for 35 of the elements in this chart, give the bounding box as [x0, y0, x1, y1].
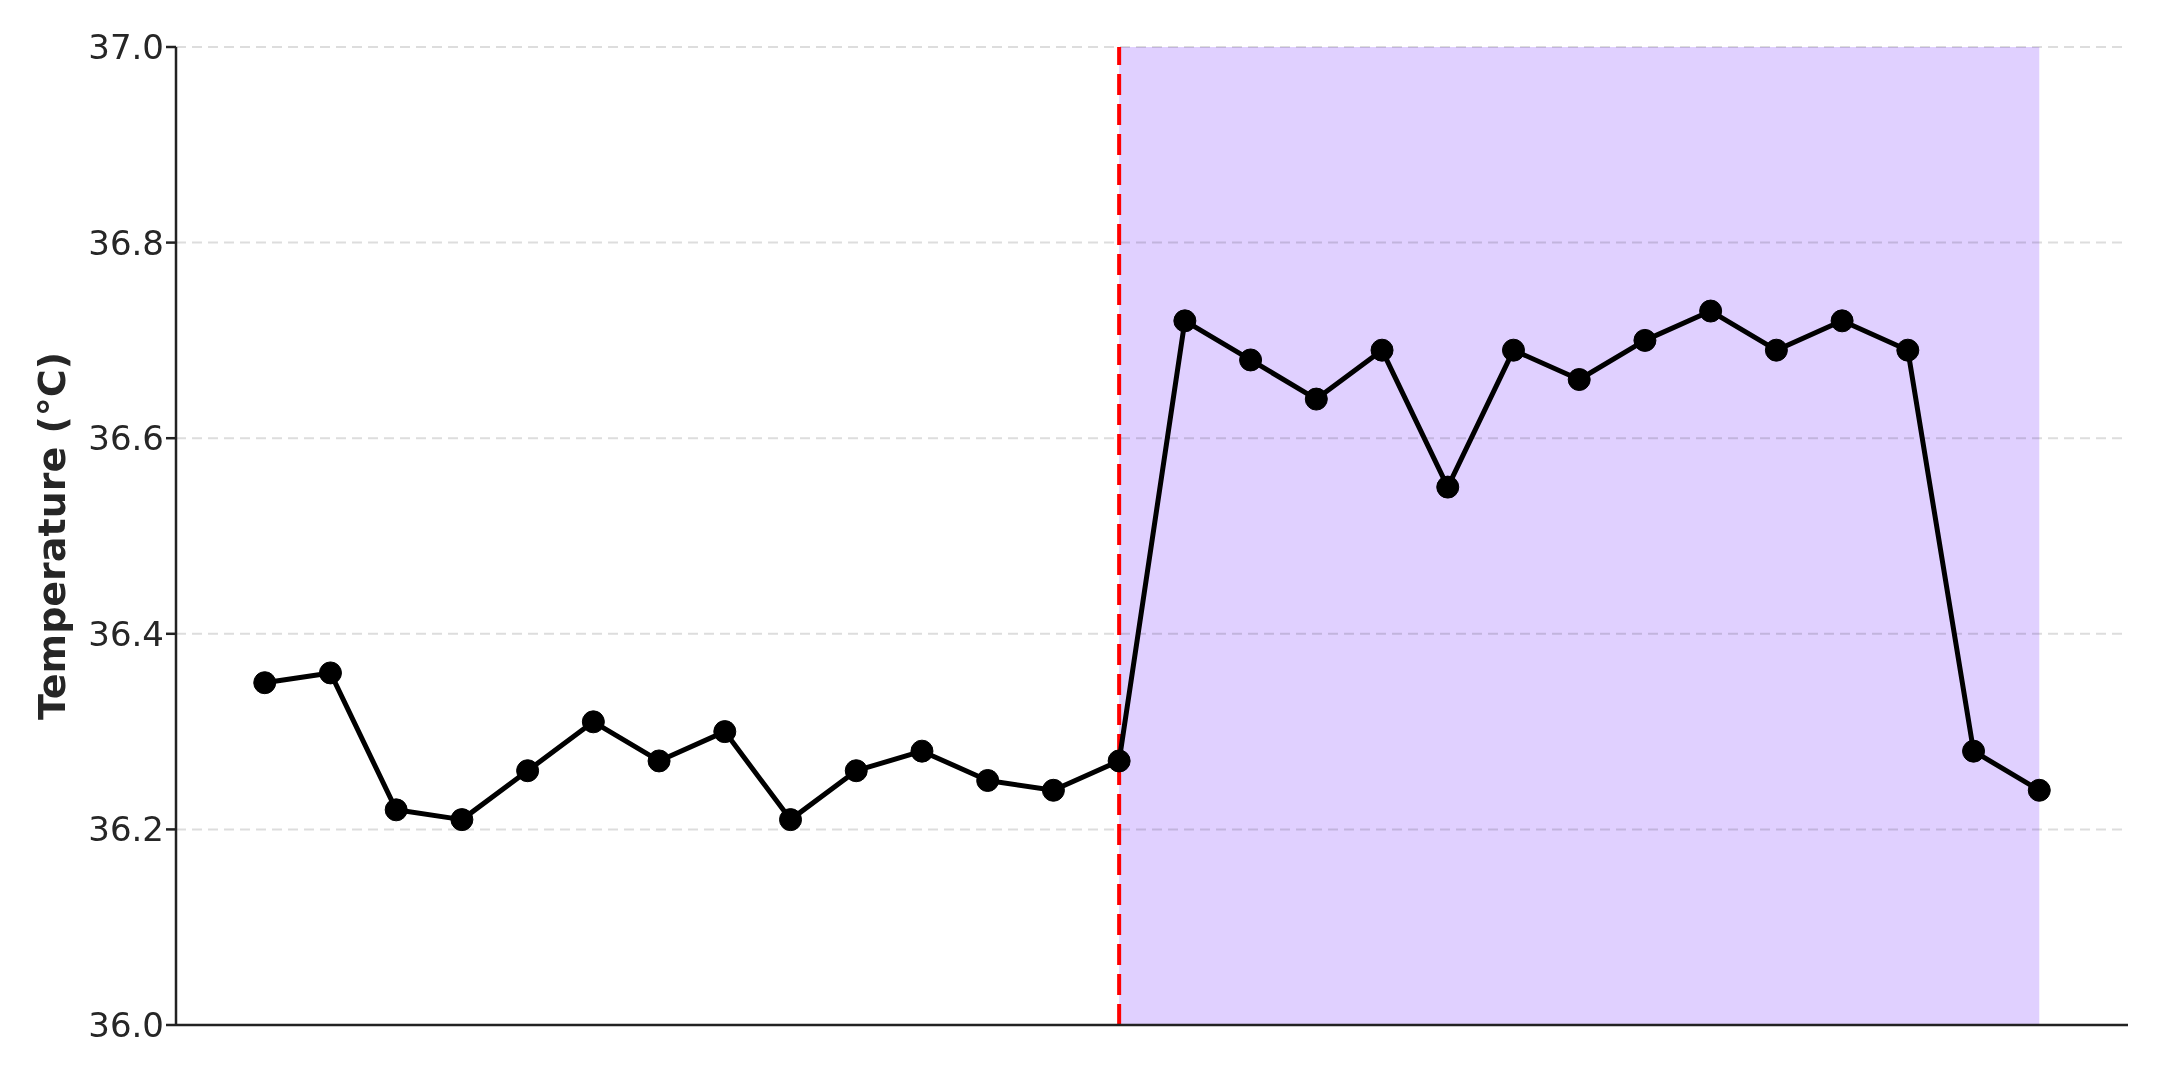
point	[450, 808, 474, 832]
point	[1830, 309, 1854, 333]
point	[1041, 778, 1065, 802]
y-tick-label: 36.0	[88, 1005, 164, 1046]
point	[1962, 739, 1986, 763]
point	[1633, 328, 1657, 352]
point	[516, 759, 540, 783]
y-tick-label: 36.8	[88, 222, 164, 263]
point	[1501, 338, 1525, 362]
point	[1304, 387, 1328, 411]
point	[1107, 749, 1131, 773]
y-tick-label: 37.0	[88, 27, 164, 68]
point	[647, 749, 671, 773]
point	[1896, 338, 1920, 362]
point	[1173, 309, 1197, 333]
point	[976, 769, 1000, 792]
point	[779, 808, 803, 832]
point	[581, 710, 605, 734]
point	[910, 739, 934, 763]
point	[844, 759, 868, 783]
y-tick-label: 36.4	[88, 613, 164, 654]
point	[318, 661, 342, 685]
point	[1370, 338, 1394, 362]
point	[253, 671, 277, 695]
point	[1699, 299, 1723, 323]
point	[2027, 778, 2051, 802]
y-tick-label: 36.6	[88, 418, 164, 459]
y-tick-label: 36.2	[88, 809, 164, 850]
point	[713, 720, 737, 744]
point	[1436, 475, 1460, 499]
point	[1239, 348, 1263, 372]
point	[1764, 338, 1788, 362]
y-axis-title: Temperature (°C)	[30, 351, 74, 721]
point	[1567, 368, 1591, 392]
point	[384, 798, 408, 822]
